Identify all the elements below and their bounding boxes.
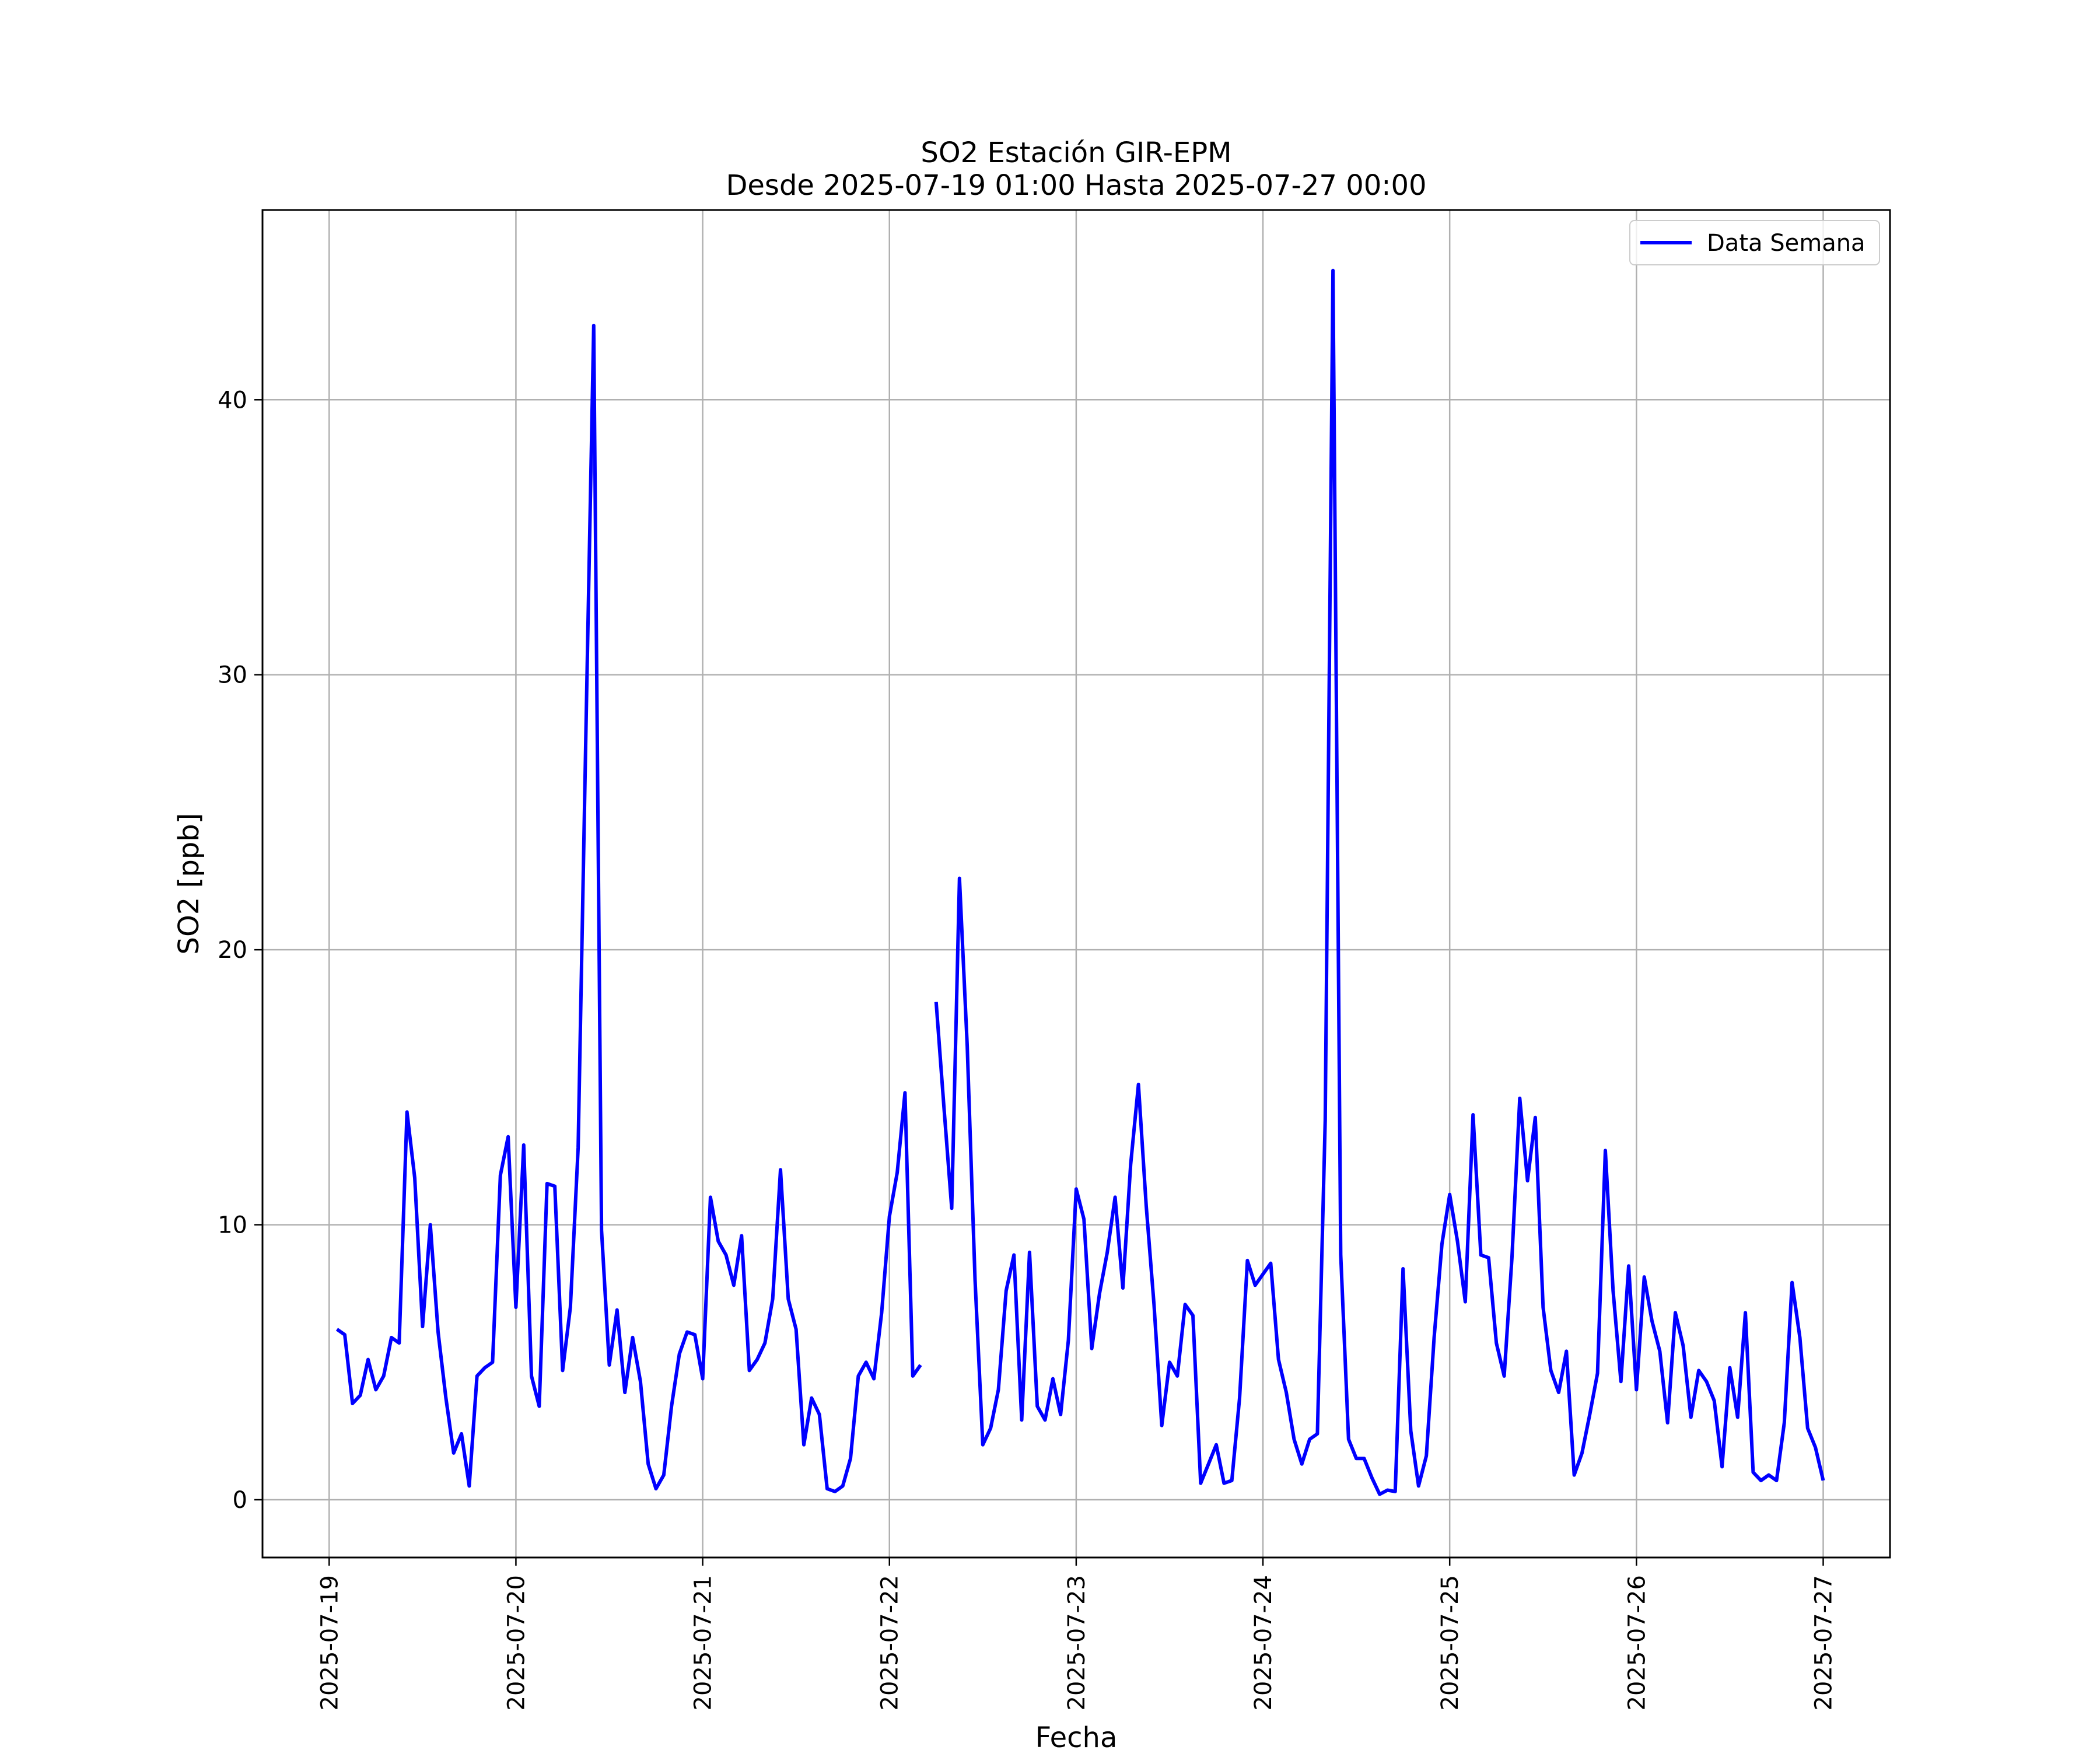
x-tick-label: 2025-07-21 [690,1575,717,1710]
y-axis-ticks: 0 10 20 30 40 [218,387,262,1514]
x-tick-label: 2025-07-19 [316,1575,343,1710]
x-axis-label: Fecha [1035,1721,1118,1750]
y-tick-label: 40 [218,387,247,414]
x-tick-label: 2025-07-20 [503,1575,530,1710]
x-tick-label: 2025-07-27 [1811,1575,1838,1710]
chart-subtitle: Desde 2025-07-19 01:00 Hasta 2025-07-27 … [726,169,1426,202]
y-tick-label: 10 [218,1212,247,1239]
x-tick-label: 2025-07-24 [1250,1575,1277,1710]
legend-box [1629,220,1880,265]
x-axis-ticks: 2025-07-19 2025-07-20 2025-07-21 2025-07-22… [316,1558,1838,1710]
data-layer [335,268,1825,1496]
legend: Data Semana [1629,220,1880,265]
y-tick-label: 0 [233,1487,247,1514]
x-tick-label: 2025-07-23 [1063,1575,1090,1710]
grid [262,210,1890,1558]
y-axis-label: SO2 [ppb] [173,813,205,955]
x-tick-label: 2025-07-26 [1623,1575,1650,1710]
legend-label: Data Semana [1707,230,1866,257]
series-line-segment [335,324,922,1493]
chart-title: SO2 Estación GIR-EPM [921,136,1231,169]
y-tick-label: 30 [218,662,247,689]
y-tick-label: 20 [218,937,247,964]
x-tick-label: 2025-07-22 [877,1575,904,1710]
x-tick-label: 2025-07-25 [1437,1575,1464,1710]
series-line-segment [934,268,1825,1496]
